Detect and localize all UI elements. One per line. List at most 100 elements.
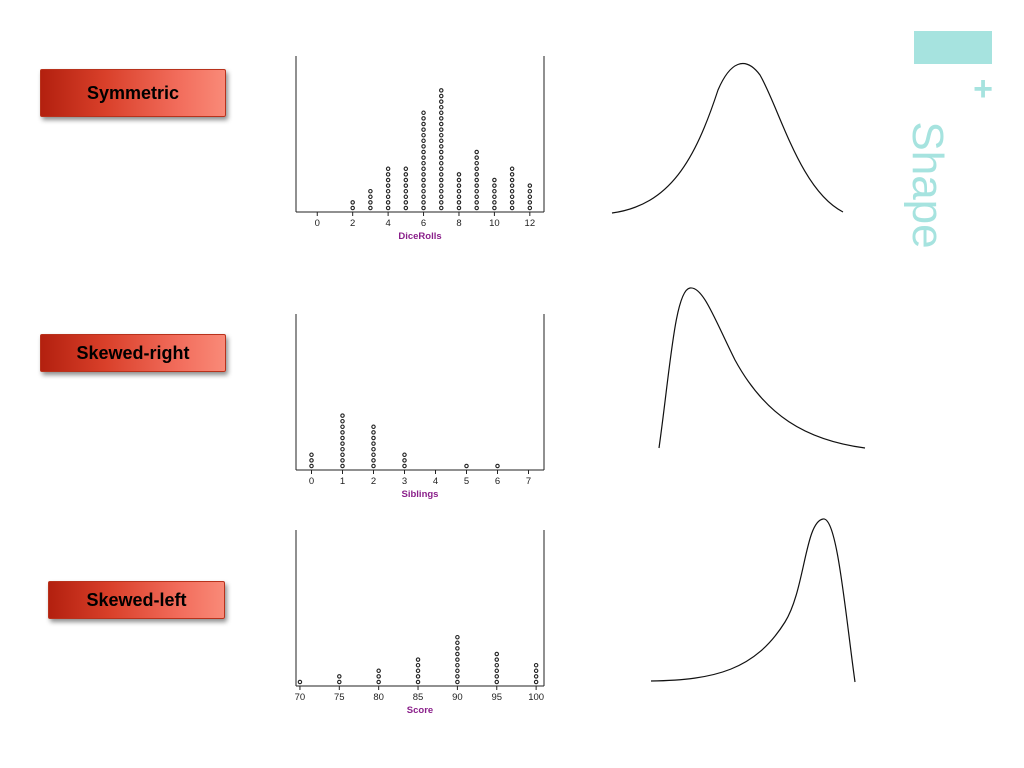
- dicerolls-dot: [474, 188, 479, 194]
- siblings-dot: [340, 446, 345, 452]
- siblings-dot: [402, 452, 407, 458]
- dicerolls-dot: [403, 177, 409, 183]
- dicerolls-dot: [474, 166, 479, 172]
- dicerolls-dot: [350, 200, 355, 205]
- score-dot: [337, 674, 342, 679]
- dicerolls-dot: [421, 138, 426, 144]
- dicerolls-dot: [474, 200, 479, 205]
- siblings-dot: [371, 458, 376, 463]
- siblings-tick-label: 3: [402, 476, 407, 487]
- dicerolls-dot: [385, 177, 391, 183]
- siblings-dot: [371, 430, 376, 435]
- dicerolls-dot: [456, 172, 462, 177]
- dicerolls-dot: [439, 132, 444, 138]
- skewed-right-curve: [658, 287, 866, 449]
- dicerolls-dot: [421, 166, 426, 172]
- dicerolls-dot: [456, 205, 462, 211]
- dicerolls-dot: [474, 172, 479, 177]
- score-dot: [494, 668, 500, 674]
- dicerolls-axis-title: DiceRolls: [398, 231, 441, 242]
- dicerolls-dot: [492, 205, 497, 211]
- score-tick-label: 80: [373, 692, 384, 703]
- dicerolls-dot: [421, 110, 426, 116]
- dicerolls-dot: [439, 88, 444, 93]
- score-dot: [494, 651, 500, 657]
- dicerolls-dot: [403, 205, 409, 211]
- score-dot: [376, 679, 381, 685]
- dicerolls-dot: [474, 194, 479, 200]
- dicerolls-dot: [403, 166, 409, 172]
- siblings-dot: [340, 430, 345, 435]
- score-dot: [415, 674, 421, 679]
- dicerolls-dot: [439, 149, 444, 155]
- score-dot: [494, 657, 500, 662]
- siblings-dot: [495, 463, 500, 469]
- dicerolls-dot: [403, 183, 409, 188]
- dicerolls-dot: [421, 177, 426, 183]
- siblings-tick-label: 2: [371, 476, 376, 487]
- dicerolls-dotplot: 0 2 4 6 8 10 12 DiceRolls: [295, 56, 545, 242]
- dicerolls-dot: [421, 205, 426, 211]
- siblings-tick-label: 6: [495, 476, 500, 487]
- score-axis-title: Score: [407, 705, 433, 716]
- siblings-dot: [340, 413, 345, 418]
- dicerolls-dot: [421, 155, 426, 160]
- dicerolls-dot: [509, 177, 515, 183]
- dicerolls-dot: [439, 166, 444, 172]
- dicerolls-dot: [421, 116, 426, 121]
- siblings-dot: [371, 424, 376, 430]
- siblings-dot: [309, 463, 314, 469]
- dicerolls-dot: [421, 194, 426, 200]
- dicerolls-tick-label: 0: [315, 218, 320, 229]
- siblings-tick-label: 0: [309, 476, 314, 487]
- dicerolls-dot: [527, 183, 533, 188]
- siblings-dot: [340, 441, 345, 446]
- siblings-dot: [340, 435, 345, 441]
- siblings-dot: [371, 435, 376, 441]
- skewed-right-label-text: Skewed-right: [76, 342, 190, 363]
- score-dot: [455, 657, 460, 662]
- score-tick-label: 90: [452, 692, 463, 703]
- dicerolls-dot: [368, 194, 373, 200]
- dicerolls-dot: [439, 177, 444, 183]
- skewed-right-label: Skewed-right: [40, 334, 226, 372]
- dicerolls-dot: [439, 116, 444, 121]
- score-dot: [455, 634, 460, 640]
- dicerolls-dot: [421, 200, 426, 205]
- dicerolls-dot: [385, 166, 391, 172]
- dicerolls-tick-label: 10: [489, 218, 500, 229]
- dicerolls-dot: [439, 99, 444, 104]
- siblings-tick-label: 1: [340, 476, 345, 487]
- siblings-dot: [371, 452, 376, 458]
- dicerolls-dot: [421, 172, 426, 177]
- siblings-dot: [371, 446, 376, 452]
- dicerolls-dot: [439, 138, 444, 144]
- dicerolls-dot: [492, 177, 497, 183]
- siblings-dot: [340, 458, 345, 463]
- dicerolls-dot: [439, 144, 444, 149]
- dicerolls-dot: [509, 194, 515, 200]
- dicerolls-dot: [385, 194, 391, 200]
- dicerolls-tick-label: 6: [421, 218, 426, 229]
- skewed-left-label-text: Skewed-left: [86, 589, 187, 610]
- dicerolls-dot: [474, 183, 479, 188]
- dicerolls-dot: [439, 110, 444, 116]
- score-dot: [415, 668, 421, 674]
- dicerolls-dot: [474, 149, 479, 155]
- dicerolls-dot: [421, 144, 426, 149]
- dicerolls-dot: [368, 200, 373, 205]
- score-dot: [376, 668, 381, 674]
- dicerolls-dot: [421, 149, 426, 155]
- score-tick-label: 70: [295, 692, 306, 703]
- score-dot: [533, 662, 539, 668]
- dicerolls-dot: [385, 200, 391, 205]
- siblings-dot: [340, 452, 345, 458]
- dicerolls-dot: [527, 200, 533, 205]
- accent-bar: [914, 31, 992, 64]
- siblings-axis-title: Siblings: [402, 489, 439, 500]
- dicerolls-dot: [421, 183, 426, 188]
- score-dotplot: 70 75 80 85 90 95 100 Score: [295, 530, 545, 716]
- dicerolls-dot: [385, 172, 391, 177]
- score-dot: [455, 646, 460, 651]
- score-dot: [376, 674, 381, 679]
